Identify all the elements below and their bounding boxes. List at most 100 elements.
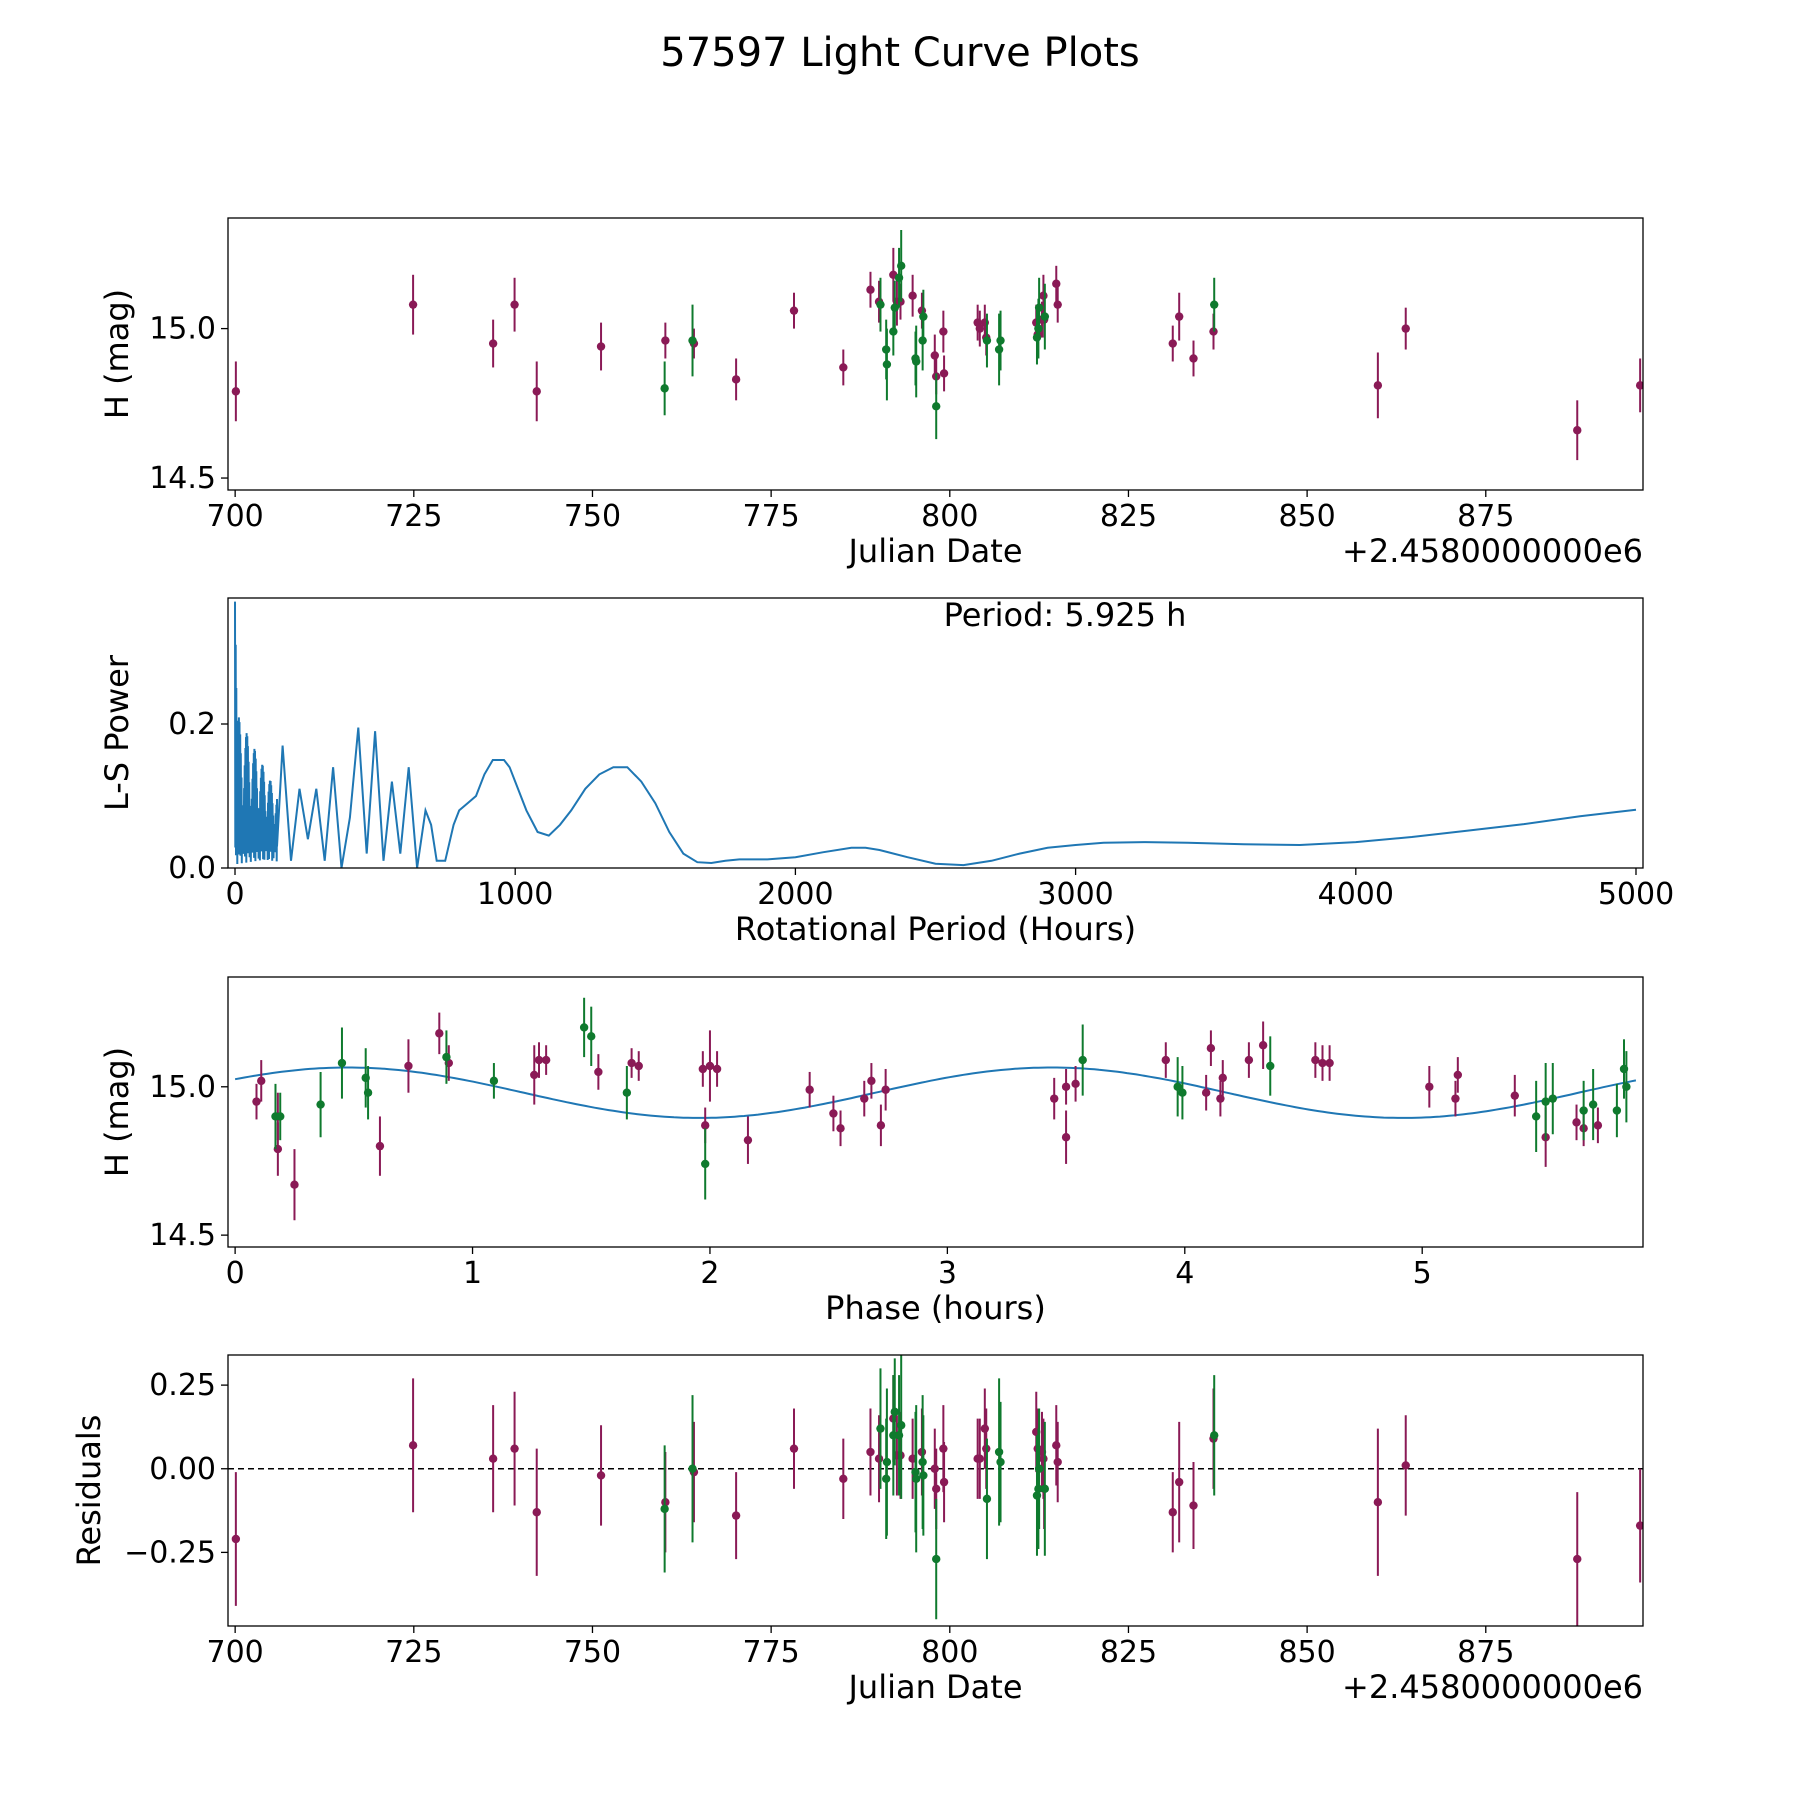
x-tick-label: 725 [385, 1635, 442, 1670]
data-point [231, 387, 241, 396]
y-tick-label: 14.5 [149, 1218, 216, 1253]
data-point [1053, 300, 1062, 309]
data-point [1189, 1501, 1198, 1510]
data-point [866, 285, 875, 294]
data-point [896, 1421, 906, 1430]
data-point [1373, 1498, 1383, 1507]
data-point [1218, 1073, 1227, 1083]
data-point [1258, 1041, 1268, 1050]
data-point [634, 1061, 643, 1071]
series-purple [231, 1375, 1643, 1626]
residuals-panel: 700 725 750 775 800 825 850 875 −0.25 0.00 0.25 Jul… [70, 1354, 1644, 1706]
data-point [596, 342, 606, 351]
data-point [743, 1135, 753, 1145]
data-point [1040, 1484, 1050, 1494]
data-point [932, 402, 941, 411]
data-point [660, 1504, 669, 1514]
data-point [661, 336, 670, 345]
x-axis-label: Rotational Period (Hours) [735, 910, 1136, 948]
data-point [1053, 1457, 1062, 1467]
y-tick-label: 0.0 [168, 851, 216, 886]
data-point [1318, 1058, 1327, 1068]
data-point [442, 1052, 451, 1062]
data-point [252, 1097, 261, 1106]
series-purple [252, 1012, 1603, 1221]
data-point [594, 1067, 603, 1077]
lightcurve-panel: 700 725 750 775 800 825 850 875 14.5 15.0 Julian D… [98, 217, 1644, 570]
y-axis-label: H (mag) [98, 1047, 136, 1177]
data-point [1401, 324, 1410, 333]
data-point [1579, 1106, 1588, 1115]
data-point [579, 1023, 589, 1032]
x-tick-label: 1000 [477, 877, 553, 912]
x-tick-label: 875 [1457, 1635, 1514, 1670]
x-tick-label: 5000 [1598, 877, 1674, 912]
series-green [271, 997, 1631, 1200]
data-point [876, 1424, 885, 1433]
data-point [1593, 1121, 1603, 1130]
data-point [1174, 1477, 1184, 1487]
x-offset-text: +2.4580000000e6 [1342, 1668, 1643, 1706]
data-point [1161, 1055, 1170, 1065]
data-point [867, 1076, 876, 1086]
x-tick-label: 4 [1175, 1256, 1194, 1291]
data-point [1266, 1061, 1275, 1071]
data-point [705, 1061, 715, 1071]
x-tick-label: 750 [564, 499, 621, 534]
data-point [1050, 1094, 1059, 1103]
data-point [1588, 1100, 1598, 1109]
data-point [627, 1058, 636, 1068]
data-point [975, 1454, 985, 1463]
x-tick-label: 1 [463, 1256, 482, 1291]
data-point [1635, 1521, 1643, 1530]
data-point [290, 1180, 299, 1189]
data-point [939, 369, 949, 378]
data-point [587, 1032, 596, 1041]
data-point [839, 1474, 848, 1483]
period-annotation: Period: 5.925 h [944, 596, 1187, 634]
data-point [874, 1454, 884, 1463]
x-tick-label: 700 [207, 1635, 264, 1670]
y-tick-label: −0.25 [124, 1535, 216, 1570]
data-point [510, 300, 519, 309]
data-point [836, 1124, 845, 1133]
data-point [231, 1534, 241, 1544]
axes-frame [227, 1354, 1644, 1627]
data-point [1178, 1088, 1187, 1097]
data-point [912, 357, 921, 366]
data-point [1541, 1097, 1550, 1106]
x-tick-label: 0 [225, 877, 244, 912]
data-point [337, 1058, 347, 1068]
x-tick-label: 725 [385, 499, 442, 534]
data-point [1573, 1554, 1582, 1564]
data-point [1201, 1088, 1211, 1097]
x-tick-label: 2000 [757, 877, 833, 912]
data-point [1061, 1082, 1071, 1091]
data-point [534, 1055, 544, 1065]
data-point [257, 1076, 266, 1086]
y-axis-label: L-S Power [98, 654, 136, 811]
x-axis-label: Julian Date [846, 532, 1022, 570]
data-point [860, 1094, 869, 1103]
data-point [1052, 1441, 1061, 1450]
x-tick-label: 800 [921, 499, 978, 534]
x-tick-label: 875 [1457, 499, 1514, 534]
data-point [1373, 381, 1383, 390]
data-point [1210, 300, 1219, 309]
data-point [731, 375, 741, 384]
data-point [1174, 312, 1184, 321]
data-point [889, 327, 898, 336]
data-point [1531, 1112, 1541, 1121]
data-point [982, 1494, 992, 1504]
data-point [930, 351, 939, 360]
data-point [908, 291, 917, 300]
x-tick-label: 5 [1413, 1256, 1432, 1291]
series-green [660, 1355, 1219, 1620]
data-point [881, 1085, 890, 1094]
series-green [660, 229, 1219, 440]
x-tick-label: 800 [921, 1635, 978, 1670]
data-point [1173, 1082, 1182, 1091]
data-point [688, 1464, 697, 1473]
data-point [919, 1471, 928, 1480]
